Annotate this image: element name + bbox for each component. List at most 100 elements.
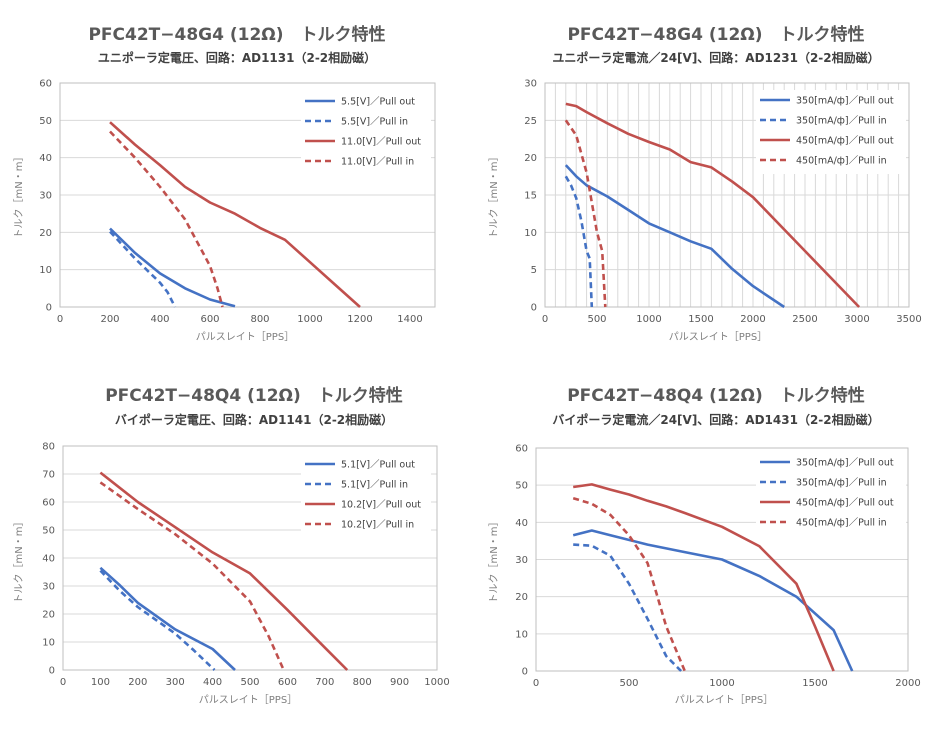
legend-box [301,454,431,538]
legend-label: 11.0[V]／Pull in [341,157,414,168]
x-tick-label: 2000 [895,678,920,689]
series-line-4 [99,481,285,671]
legend-label: 350[mA/ф]／Pull in [796,116,887,127]
series-line-1 [564,164,785,309]
x-tick-label: 600 [200,314,219,325]
y-tick-label: 50 [42,526,55,537]
chart-subtitle: バイポーラ定電流／24[V]、回路：AD1431（2-2相励磁） [552,412,879,427]
y-tick-label: 60 [515,444,528,455]
x-axis-label: パルスレイト［PPS］ [199,694,297,706]
y-tick-label: 0 [49,666,55,677]
series-line-1 [109,227,236,308]
y-tick-label: 20 [39,228,52,239]
legend-label: 11.0[V]／Pull out [341,137,421,148]
legend-label: 450[mA/ф]／Pull out [796,136,894,147]
y-tick-label: 60 [42,498,55,509]
x-tick-label: 0 [60,677,66,688]
chart-panel-3: PFC42T−48Q4 (12Ω) トルク特性バイポーラ定電圧、回路：AD114… [13,385,450,706]
legend-box [301,91,431,175]
y-tick-label: 0 [522,667,528,678]
chart-panel-2: PFC42T−48G4 (12Ω) トルク特性ユニポーラ定電流／24[V]、回路… [488,24,922,343]
y-tick-label: 30 [42,582,55,593]
series-line-1 [572,529,854,672]
y-tick-label: 50 [515,481,528,492]
y-tick-label: 15 [524,191,537,202]
plot-area-border [62,445,438,671]
plot-area-border [535,447,909,672]
y-tick-label: 5 [531,265,537,276]
series-line-2 [99,569,216,671]
x-tick-label: 1400 [397,314,422,325]
x-tick-label: 500 [587,314,606,325]
x-tick-label: 1500 [802,678,827,689]
x-tick-label: 1000 [424,677,449,688]
y-tick-label: 30 [39,191,52,202]
plot-area-border [59,82,436,308]
x-tick-label: 2500 [792,314,817,325]
y-tick-label: 70 [42,470,55,481]
y-tick-label: 10 [515,629,528,640]
x-tick-label: 0 [542,314,548,325]
legend-label: 350[mA/ф]／Pull out [796,458,894,469]
series-line-2 [564,175,594,308]
legend-label: 5.1[V]／Pull in [341,480,408,491]
legend-label: 350[mA/ф]／Pull out [796,96,894,107]
legend-label: 10.2[V]／Pull in [341,520,414,531]
chart-title: PFC42T−48Q4 (12Ω) トルク特性 [567,385,865,406]
x-axis-label: パルスレイト［PPS］ [196,331,294,343]
series-line-3 [109,121,361,308]
x-tick-label: 600 [278,677,297,688]
legend-label: 450[mA/ф]／Pull in [796,156,887,167]
x-axis-label: パルスレイト［PPS］ [675,694,773,706]
x-tick-label: 100 [91,677,110,688]
x-axis-label: パルスレイト［PPS］ [669,331,767,343]
x-tick-label: 500 [619,678,638,689]
x-tick-label: 900 [390,677,409,688]
x-tick-label: 700 [315,677,334,688]
x-tick-label: 3000 [844,314,869,325]
y-tick-label: 10 [39,265,52,276]
plot-area-border [544,82,910,308]
y-tick-label: 40 [42,554,55,565]
y-tick-label: 30 [515,555,528,566]
y-tick-label: 40 [515,518,528,529]
x-tick-label: 400 [203,677,222,688]
chart-subtitle: バイポーラ定電圧、回路：AD1141（2-2相励磁） [115,412,393,427]
x-tick-label: 1000 [297,314,322,325]
series-line-3 [99,471,349,671]
x-tick-label: 2000 [740,314,765,325]
x-tick-label: 800 [353,677,372,688]
chart-title: PFC42T−48G4 (12Ω) トルク特性 [88,24,385,45]
y-axis-label: トルク［mN・m］ [488,517,500,604]
y-tick-label: 20 [515,592,528,603]
chart-panel-1: PFC42T−48G4 (12Ω) トルク特性ユニポーラ定電圧、回路：AD113… [13,24,436,343]
series-line-1 [99,566,236,671]
y-tick-label: 60 [39,79,52,90]
series-line-4 [109,130,224,308]
legend-label: 10.2[V]／Pull out [341,500,421,511]
x-tick-label: 500 [240,677,259,688]
y-tick-label: 25 [524,116,537,127]
x-tick-label: 800 [250,314,269,325]
y-tick-label: 0 [46,303,52,314]
x-tick-label: 200 [128,677,147,688]
x-tick-label: 1200 [347,314,372,325]
chart-subtitle: ユニポーラ定電流／24[V]、回路：AD1231（2-2相励磁） [552,50,879,65]
y-axis-label: トルク［mN・m］ [488,152,500,239]
series-line-3 [565,102,861,308]
legend-label: 5.5[V]／Pull in [341,117,408,128]
x-tick-label: 300 [166,677,185,688]
legend-label: 450[mA/ф]／Pull out [796,498,894,509]
y-tick-label: 10 [42,638,55,649]
y-tick-label: 10 [524,228,537,239]
y-axis-label: トルク［mN・m］ [13,152,25,239]
y-tick-label: 20 [524,153,537,164]
y-tick-label: 50 [39,116,52,127]
legend-label: 450[mA/ф]／Pull in [796,518,887,529]
x-tick-label: 1000 [709,678,734,689]
series-line-3 [573,483,835,672]
x-tick-label: 1500 [688,314,713,325]
x-tick-label: 1000 [636,314,661,325]
legend-label: 350[mA/ф]／Pull in [796,478,887,489]
